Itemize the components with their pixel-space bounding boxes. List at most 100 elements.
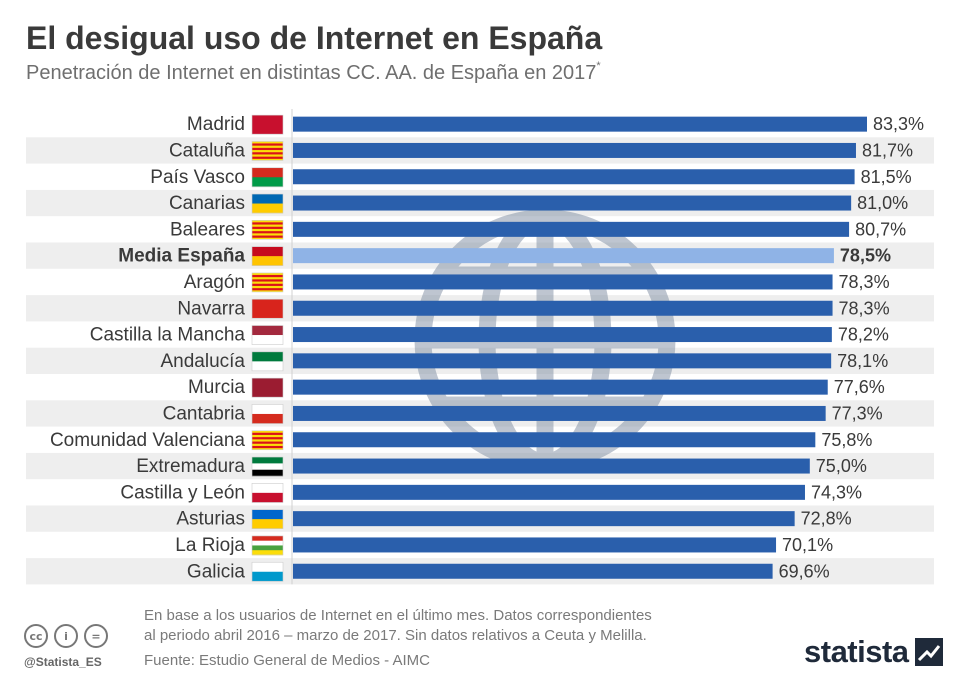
category-label: Asturias: [176, 509, 245, 530]
value-label: 77,3%: [832, 403, 883, 423]
category-label: Comunidad Valenciana: [50, 430, 245, 451]
bar: [293, 248, 834, 264]
bar: [293, 142, 856, 158]
value-label: 81,0%: [857, 193, 908, 213]
flag-field: [252, 378, 283, 398]
flag-border: [251, 193, 284, 214]
flag-border: [251, 535, 284, 556]
flag-stripe: [252, 325, 283, 336]
flag-stripe: [252, 519, 283, 529]
murcia-flag-icon: [251, 377, 284, 398]
flag-stripe: [252, 177, 283, 188]
bar: [293, 221, 850, 237]
espana-flag-icon: [251, 246, 284, 266]
category-label: Canarias: [169, 193, 245, 214]
flag-border: [251, 561, 284, 582]
flag-stripe: [252, 483, 283, 494]
bar: [293, 353, 832, 369]
flag-stripe: [252, 432, 283, 435]
category-label: País Vasco: [150, 167, 245, 188]
bar: [293, 484, 805, 500]
category-label: Navarra: [177, 298, 245, 319]
bar: [293, 563, 773, 579]
flag-stripe: [252, 222, 283, 225]
value-label: 78,1%: [837, 351, 888, 371]
attribution-icon[interactable]: i: [54, 624, 78, 648]
statista-logo[interactable]: statista: [804, 634, 943, 670]
flag-stripe: [252, 335, 283, 345]
footnote-line-2: al periodo abril 2016 – marzo de 2017. S…: [144, 627, 647, 644]
value-label: 72,8%: [801, 509, 852, 529]
extremadura-flag-icon: [251, 456, 284, 477]
flag-border: [251, 404, 284, 424]
galicia-flag-icon: [251, 561, 284, 582]
flag-border: [251, 483, 284, 503]
flag-stripe: [252, 246, 283, 257]
value-label: 75,0%: [816, 456, 867, 476]
flag-stripe: [252, 445, 283, 449]
bar: [293, 195, 852, 211]
castilla-la-mancha-flag-icon: [251, 325, 284, 345]
value-label: 77,6%: [834, 377, 885, 397]
flag-stripe: [252, 235, 283, 238]
category-label: Cantabria: [163, 403, 246, 424]
no-derivatives-icon[interactable]: =: [84, 624, 108, 648]
bar: [293, 537, 777, 553]
flag-stripe: [252, 274, 283, 278]
flag-stripe: [252, 562, 283, 573]
flag-border: [251, 377, 284, 398]
value-label: 75,8%: [821, 430, 872, 450]
category-label: Baleares: [170, 219, 245, 240]
flag-stripe: [252, 457, 283, 464]
subtitle-footnote-mark: *: [596, 60, 601, 72]
flag-border: [251, 456, 284, 477]
flag-stripe: [252, 540, 283, 546]
category-label: Media España: [118, 246, 245, 267]
creative-commons-icon[interactable]: cc: [24, 624, 48, 648]
category-label: Extremadura: [136, 456, 245, 477]
flag-stripe: [252, 545, 283, 551]
flag-field: [252, 272, 283, 292]
flag-stripe: [252, 437, 283, 440]
flag-stripe: [252, 550, 283, 556]
value-label: 78,3%: [839, 272, 890, 292]
twitter-handle[interactable]: @Statista_ES: [24, 655, 102, 669]
value-label: 81,7%: [862, 140, 913, 160]
flag-stripe: [252, 147, 283, 151]
chart-subtitle: Penetración de Internet en distintas CC.…: [26, 60, 601, 85]
flag-border: [251, 325, 284, 345]
brand-name: statista: [804, 634, 909, 669]
flag-border: [251, 220, 284, 240]
bar: [293, 300, 833, 316]
canarias-flag-icon: [251, 193, 284, 214]
category-label: Madrid: [187, 114, 245, 135]
comunidad-valenciana-flag-icon: [251, 430, 284, 451]
source-note: Fuente: Estudio General de Medios - AIMC: [144, 652, 430, 669]
flag-stripe: [252, 283, 283, 286]
flag-border: [251, 430, 284, 451]
value-label: 81,5%: [861, 167, 912, 187]
cataluna-flag-icon: [251, 141, 284, 161]
flag-stripe: [252, 571, 283, 582]
flag-stripe: [252, 194, 283, 204]
value-label: 78,5%: [840, 246, 891, 266]
flag-stripe: [252, 203, 283, 214]
category-label: Murcia: [188, 377, 245, 398]
category-label: Andalucía: [160, 351, 245, 372]
flag-stripe: [252, 509, 283, 520]
subtitle-text: Penetración de Internet en distintas CC.…: [26, 62, 597, 84]
la-rioja-flag-icon: [251, 535, 284, 556]
category-label: La Rioja: [175, 535, 245, 556]
flag-stripe: [252, 535, 283, 541]
pais-vasco-flag-icon: [251, 167, 284, 188]
value-label: 83,3%: [873, 114, 924, 134]
bar: [293, 511, 795, 527]
bar: [293, 379, 828, 395]
value-label: 69,6%: [779, 561, 830, 581]
flag-field: [252, 220, 283, 240]
navarra-flag-icon: [251, 298, 284, 319]
value-label: 78,3%: [839, 298, 890, 318]
flag-border: [251, 298, 284, 319]
category-label: Aragón: [184, 272, 245, 293]
flag-stripe: [252, 469, 283, 477]
